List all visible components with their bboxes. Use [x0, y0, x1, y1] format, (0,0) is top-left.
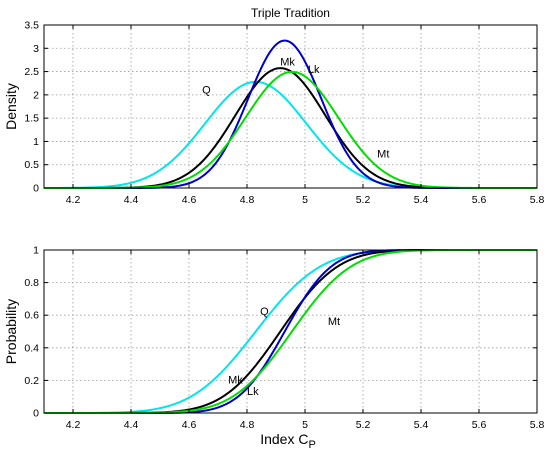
density-curve-label-lk: Lk: [308, 64, 320, 76]
probability-curve-label-mt: Mt: [328, 316, 340, 328]
x-axis-label-main: Index C: [260, 431, 308, 447]
density-curve-label-mk: Mk: [280, 57, 295, 69]
density-plot-area: [43, 24, 538, 189]
density-panel: 4.2 4.4 4.6 4.8 5 5.2 5.4 5.6 5.8 0 0.5 1 1.5 2 2.5 3 3.…: [3, 6, 544, 206]
density-y-tick-label: 3.5: [24, 20, 39, 32]
density-y-tick-label: 3: [33, 43, 39, 55]
probability-x-tick-label: 5: [302, 419, 308, 431]
density-x-tick-label: 5.8: [530, 194, 545, 206]
probability-x-tick-label: 5.8: [530, 419, 545, 431]
probability-x-tick-label: 4.6: [182, 419, 197, 431]
probability-x-tick-label: 5.2: [356, 419, 371, 431]
probability-plot-area: [43, 249, 538, 414]
density-y-tick-label: 1.5: [24, 113, 39, 125]
probability-tick-labels: 4.2 4.4 4.6 4.8 5 5.2 5.4 5.6 5.8 0 0.2 0.4 0.6 0.8 1: [24, 245, 544, 432]
probability-annotations: Q Mt Mk Lk: [228, 306, 340, 398]
density-x-tick-label: 5.2: [356, 194, 371, 206]
probability-grid: [44, 250, 537, 413]
probability-x-tick-label: 4.2: [66, 419, 81, 431]
probability-x-tick-label: 5.6: [472, 419, 487, 431]
probability-y-tick-label: 1: [33, 245, 39, 257]
probability-y-tick-label: 0: [33, 408, 39, 420]
density-x-tick-label: 5: [302, 194, 308, 206]
probability-y-axis-label: Probability: [3, 299, 19, 364]
probability-y-tick-label: 0.6: [24, 310, 39, 322]
density-y-tick-label: 2.5: [24, 66, 39, 78]
density-x-tick-label: 4.6: [182, 194, 197, 206]
probability-curve-label-q: Q: [260, 306, 269, 318]
probability-y-tick-label: 0.4: [24, 342, 39, 354]
chart-title: Triple Tradition: [251, 6, 330, 20]
probability-curve-label-lk: Lk: [247, 386, 259, 398]
probability-y-tick-label: 0.2: [24, 375, 39, 387]
density-annotations: Q Mk Lk Mt: [202, 57, 389, 161]
probability-x-tick-label: 5.4: [414, 419, 429, 431]
probability-curve-label-mk: Mk: [228, 375, 243, 387]
density-y-tick-label: 0: [33, 183, 39, 195]
density-x-tick-label: 4.2: [66, 194, 81, 206]
probability-y-tick-label: 0.8: [24, 277, 39, 289]
density-x-tick-label: 4.4: [124, 194, 139, 206]
probability-panel: 4.2 4.4 4.6 4.8 5 5.2 5.4 5.6 5.800.20.40.60.81 …: [3, 245, 544, 452]
density-curve-label-q: Q: [202, 84, 211, 96]
density-grid: [44, 25, 537, 188]
density-frame: [43, 24, 538, 189]
probability-x-tick-label: 4.4: [124, 419, 139, 431]
density-x-tick-label: 5.6: [472, 194, 487, 206]
density-y-tick-label: 1: [33, 136, 39, 148]
density-curve-label-mt: Mt: [377, 149, 389, 161]
probability-frame: [43, 249, 538, 414]
density-y-tick-label: 0.5: [24, 159, 39, 171]
density-y-tick-label: 2: [33, 89, 39, 101]
density-x-tick-label: 4.8: [240, 194, 255, 206]
density-x-tick-label: 5.4: [414, 194, 429, 206]
density-tick-labels: 4.2 4.4 4.6 4.8 5 5.2 5.4 5.6 5.8 0 0.5 1 1.5 2 2.5 3 3.…: [24, 20, 544, 207]
probability-x-tick-label: 4.8: [240, 419, 255, 431]
density-y-axis-label: Density: [3, 83, 19, 130]
x-axis-label: Index CP: [260, 431, 316, 451]
x-axis-label-subscript: P: [308, 439, 315, 451]
